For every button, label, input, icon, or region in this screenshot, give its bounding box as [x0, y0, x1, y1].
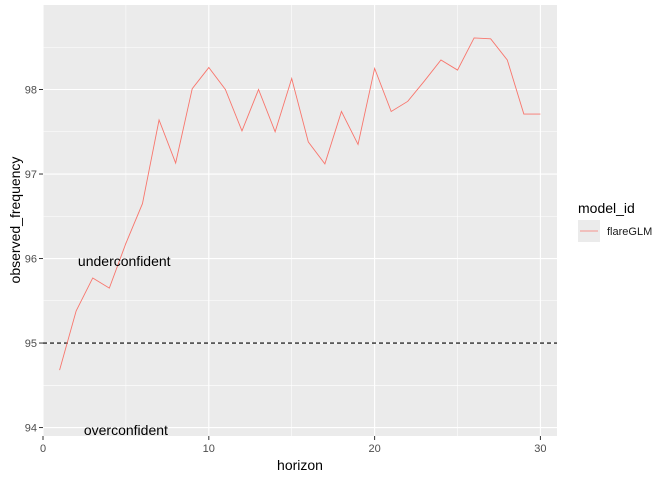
- y-tick-label: 94: [25, 423, 37, 435]
- y-axis-label: observed_frequency: [7, 157, 23, 284]
- annotations: underconfident overconfident: [78, 253, 171, 438]
- y-axis: 94 95 96 97 98: [25, 85, 43, 435]
- legend: model_id flareGLM: [578, 200, 652, 242]
- series-line-flareGLM: [59, 37, 541, 371]
- y-tick-label: 96: [25, 254, 37, 266]
- legend-entry-label: flareGLM: [607, 226, 652, 238]
- panel-background: [43, 5, 557, 436]
- y-tick-label: 95: [25, 338, 37, 350]
- x-axis: 0 10 20 30: [40, 436, 547, 455]
- annotation-label: underconfident: [78, 253, 171, 269]
- x-tick-label: 10: [203, 443, 215, 455]
- y-tick-label: 98: [25, 85, 37, 97]
- series-lines: [59, 37, 541, 371]
- x-tick-label: 30: [534, 443, 546, 455]
- x-axis-label: horizon: [277, 457, 323, 473]
- x-tick-label: 0: [40, 443, 46, 455]
- annotation-label: overconfident: [84, 422, 168, 438]
- x-tick-label: 20: [368, 443, 380, 455]
- legend-title: model_id: [578, 200, 635, 216]
- y-tick-label: 97: [25, 169, 37, 181]
- minor-gridlines: [43, 5, 557, 436]
